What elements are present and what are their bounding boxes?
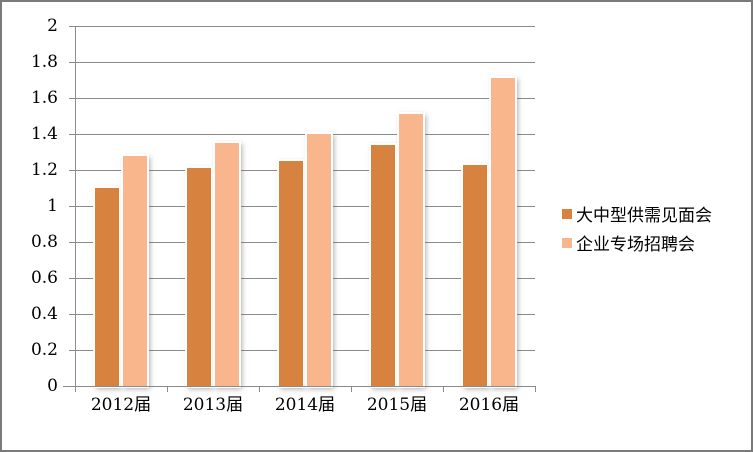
gridline bbox=[75, 26, 535, 27]
y-tick-label: 1.6 bbox=[30, 88, 58, 108]
bar-series-0-cat-4 bbox=[463, 164, 487, 386]
legend-label-series-0: 大中型供需见面会 bbox=[576, 206, 712, 226]
y-tick bbox=[69, 26, 75, 27]
y-tick bbox=[69, 314, 75, 315]
x-axis-line bbox=[63, 386, 535, 387]
y-tick-label: 1.8 bbox=[30, 52, 58, 72]
legend-marker-series-0 bbox=[562, 208, 572, 219]
y-tick bbox=[69, 350, 75, 351]
y-tick bbox=[69, 98, 75, 99]
gridline bbox=[75, 98, 535, 99]
bar-series-1-cat-4 bbox=[491, 78, 515, 386]
y-tick-label: 0.4 bbox=[30, 304, 58, 324]
bar-series-1-cat-1 bbox=[215, 143, 239, 386]
gridline bbox=[75, 170, 535, 171]
legend-item: 大中型供需见面会 bbox=[562, 199, 712, 228]
legend-item: 企业专场招聘会 bbox=[562, 228, 712, 257]
x-tick bbox=[259, 386, 260, 392]
y-tick-label: 1 bbox=[47, 196, 58, 216]
legend-label-series-1: 企业专场招聘会 bbox=[576, 235, 695, 255]
bar-series-1-cat-2 bbox=[307, 134, 331, 386]
gridline bbox=[75, 134, 535, 135]
bar-series-1-cat-3 bbox=[399, 114, 423, 386]
bar-series-0-cat-1 bbox=[187, 168, 211, 386]
bar-series-0-cat-0 bbox=[95, 188, 119, 386]
y-tick bbox=[69, 62, 75, 63]
y-tick bbox=[69, 278, 75, 279]
y-tick bbox=[69, 206, 75, 207]
x-category-label: 2012届 bbox=[90, 395, 152, 415]
gridline bbox=[75, 278, 535, 279]
gridline bbox=[75, 314, 535, 315]
y-tick bbox=[69, 242, 75, 243]
y-tick-label: 1.2 bbox=[30, 160, 58, 180]
y-tick-label: 0.8 bbox=[30, 232, 58, 252]
gridline bbox=[75, 206, 535, 207]
x-category-label: 2014届 bbox=[274, 395, 336, 415]
y-tick-label: 0.2 bbox=[30, 340, 58, 360]
bar-series-1-cat-0 bbox=[123, 155, 147, 386]
x-category-label: 2013届 bbox=[182, 395, 244, 415]
legend-marker-series-1 bbox=[562, 237, 572, 248]
plot-area bbox=[75, 26, 535, 386]
x-category-label: 2015届 bbox=[366, 395, 428, 415]
gridline bbox=[75, 62, 535, 63]
y-tick bbox=[69, 170, 75, 171]
x-tick bbox=[167, 386, 168, 392]
legend: 大中型供需见面会 企业专场招聘会 bbox=[562, 199, 712, 257]
x-tick bbox=[535, 386, 536, 392]
gridline bbox=[75, 242, 535, 243]
bar-series-0-cat-2 bbox=[279, 161, 303, 386]
y-tick-label: 0 bbox=[47, 376, 58, 396]
gridline bbox=[75, 350, 535, 351]
y-axis-line bbox=[75, 26, 76, 392]
y-tick-label: 1.4 bbox=[30, 124, 58, 144]
x-category-label: 2016届 bbox=[458, 395, 520, 415]
bar-series-0-cat-3 bbox=[371, 144, 395, 386]
y-tick bbox=[69, 134, 75, 135]
x-tick bbox=[443, 386, 444, 392]
x-tick bbox=[75, 386, 76, 392]
y-tick-label: 0.6 bbox=[30, 268, 58, 288]
x-tick bbox=[351, 386, 352, 392]
y-tick-label: 2 bbox=[47, 16, 58, 36]
